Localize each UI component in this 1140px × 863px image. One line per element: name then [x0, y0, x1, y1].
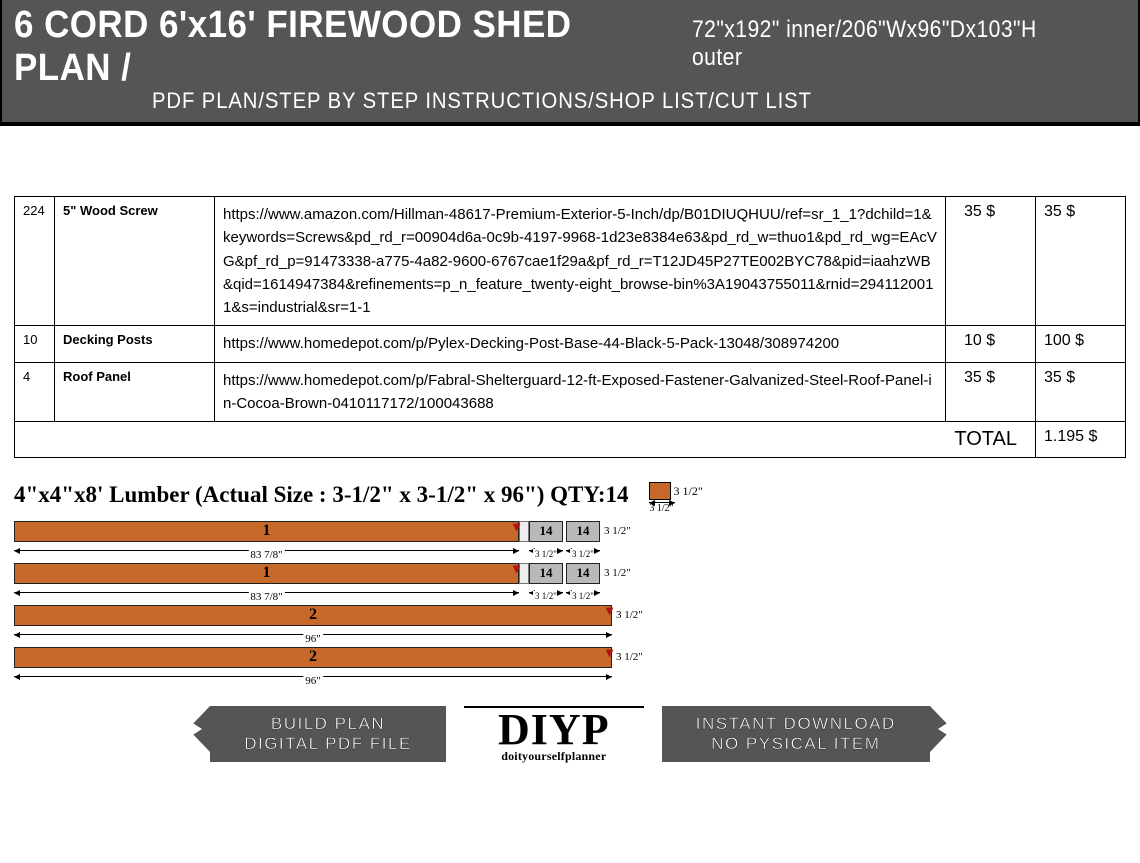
dim-line [649, 502, 675, 503]
dim-label: 3 1/2" [533, 591, 559, 601]
header-banner: 6 CORD 6'x16' FIREWOOD SHED PLAN / 72"x1… [0, 0, 1140, 124]
dim-row: 83 7/8"3 1/2"3 1/2" [14, 542, 1126, 556]
cut-bar-row: 1▾ 1414 3 1/2" [14, 520, 1126, 542]
cell-total-price: 35 $ [1036, 197, 1126, 326]
ribbon-left: BUILD PLAN DIGITAL PDF FILE [210, 706, 446, 761]
dim-line: 83 7/8" [14, 550, 519, 551]
cell-unit-price: 10 $ [946, 326, 1036, 362]
dim-label: 3 1/2" [570, 591, 596, 601]
lumber-title: 4"x4"x8' Lumber (Actual Size : 3-1/2" x … [14, 482, 629, 508]
table-total-row: TOTAL1.195 $ [15, 422, 1126, 458]
lumber-cross-section [649, 482, 671, 500]
dim-line: 96" [14, 634, 612, 635]
logo-main: DIYP [464, 704, 644, 755]
cut-bar-group: 1▾14143 1/2"83 7/8"3 1/2"3 1/2" [14, 562, 1126, 598]
total-label: TOTAL [15, 422, 1036, 458]
ribbon-right-line2: NO PYSICAL ITEM [696, 734, 896, 754]
cell-link: https://www.homedepot.com/p/Fabral-Shelt… [215, 362, 946, 422]
cut-bar-group: 1▾14143 1/2"83 7/8"3 1/2"3 1/2" [14, 520, 1126, 556]
dim-line: 3 1/2" [529, 550, 563, 551]
cut-main-piece: 2▾ [14, 647, 612, 668]
dim-row: 96" [14, 668, 1126, 682]
logo: DIYP doityourselfplanner [464, 704, 644, 764]
ribbon-left-line2: DIGITAL PDF FILE [244, 734, 412, 754]
cell-link: https://www.amazon.com/Hillman-48617-Pre… [215, 197, 946, 326]
cell-total-price: 100 $ [1036, 326, 1126, 362]
cut-main-piece: 1▾ [14, 563, 519, 584]
cut-main-piece: 2▾ [14, 605, 612, 626]
table-row: 4Roof Panelhttps://www.homedepot.com/p/F… [15, 362, 1126, 422]
table-row: 2245" Wood Screwhttps://www.amazon.com/H… [15, 197, 1126, 326]
cell-unit-price: 35 $ [946, 362, 1036, 422]
dim-line: 3 1/2" [529, 592, 563, 593]
dim-line: 3 1/2" [566, 550, 600, 551]
cut-bar-row: 2▾ 3 1/2" [14, 646, 1126, 668]
dim-line: 83 7/8" [14, 592, 519, 593]
cut-offcut-piece: 14 [529, 563, 563, 584]
cell-qty: 224 [15, 197, 55, 326]
dim-line: 3 1/2" [566, 592, 600, 593]
header-description: PDF PLAN/STEP BY STEP INSTRUCTIONS/SHOP … [14, 88, 1037, 114]
cut-bar-row: 2▾ 3 1/2" [14, 604, 1126, 626]
dim-label: 3 1/2" [570, 549, 596, 559]
cut-mark-icon: ▾ [513, 519, 520, 536]
bar-height-dim: 3 1/2" [616, 609, 643, 621]
dim-row: 83 7/8"3 1/2"3 1/2" [14, 584, 1126, 598]
dim-label: 83 7/8" [248, 549, 284, 561]
ribbon-left-line1: BUILD PLAN [244, 714, 412, 734]
cut-bar-row: 1▾ 1414 3 1/2" [14, 562, 1126, 584]
cut-mark-icon: ▾ [606, 603, 613, 620]
cut-bars-container: 1▾14143 1/2"83 7/8"3 1/2"3 1/2"1▾14143 1… [14, 520, 1126, 682]
cut-gap [519, 563, 529, 584]
total-value: 1.195 $ [1036, 422, 1126, 458]
bar-height-dim: 3 1/2" [604, 525, 631, 537]
cut-offcut-piece: 14 [529, 521, 563, 542]
cell-item-name: 5" Wood Screw [55, 197, 215, 326]
cell-total-price: 35 $ [1036, 362, 1126, 422]
dim-label: 83 7/8" [248, 591, 284, 603]
cut-gap [519, 521, 529, 542]
lumber-cut-section: 4"x4"x8' Lumber (Actual Size : 3-1/2" x … [14, 482, 1126, 682]
cut-bar-group: 2▾ 3 1/2" 96" [14, 646, 1126, 682]
footer: BUILD PLAN DIGITAL PDF FILE DIYP doityou… [0, 704, 1140, 784]
cut-offcut-piece: 14 [566, 563, 600, 584]
cell-qty: 10 [15, 326, 55, 362]
cut-main-piece: 1▾ [14, 521, 519, 542]
bar-height-dim: 3 1/2" [616, 651, 643, 663]
dim-row: 96" [14, 626, 1126, 640]
cut-offcut-piece: 14 [566, 521, 600, 542]
cell-unit-price: 35 $ [946, 197, 1036, 326]
bar-height-dim: 3 1/2" [604, 567, 631, 579]
cut-bar-group: 2▾ 3 1/2" 96" [14, 604, 1126, 640]
table-row: 10Decking Postshttps://www.homedepot.com… [15, 326, 1126, 362]
cell-qty: 4 [15, 362, 55, 422]
ribbon-right-line1: INSTANT DOWNLOAD [696, 714, 896, 734]
dim-label: 3 1/2" [674, 484, 703, 499]
logo-sub: doityourselfplanner [464, 749, 644, 764]
cell-link: https://www.homedepot.com/p/Pylex-Deckin… [215, 326, 946, 362]
cell-item-name: Decking Posts [55, 326, 215, 362]
dim-label: 96" [303, 633, 323, 645]
cut-mark-icon: ▾ [513, 561, 520, 578]
cell-item-name: Roof Panel [55, 362, 215, 422]
dim-label: 3 1/2" [533, 549, 559, 559]
dim-line: 96" [14, 676, 612, 677]
dim-label: 96" [303, 675, 323, 687]
header-subtitle: 72"x192" inner/206"Wx96"Dx103"H outer [692, 16, 1074, 72]
shop-list-table: 2245" Wood Screwhttps://www.amazon.com/H… [14, 196, 1126, 458]
header-title: 6 CORD 6'x16' FIREWOOD SHED PLAN / [14, 4, 666, 90]
ribbon-right: INSTANT DOWNLOAD NO PYSICAL ITEM [662, 706, 930, 761]
cut-mark-icon: ▾ [606, 645, 613, 662]
